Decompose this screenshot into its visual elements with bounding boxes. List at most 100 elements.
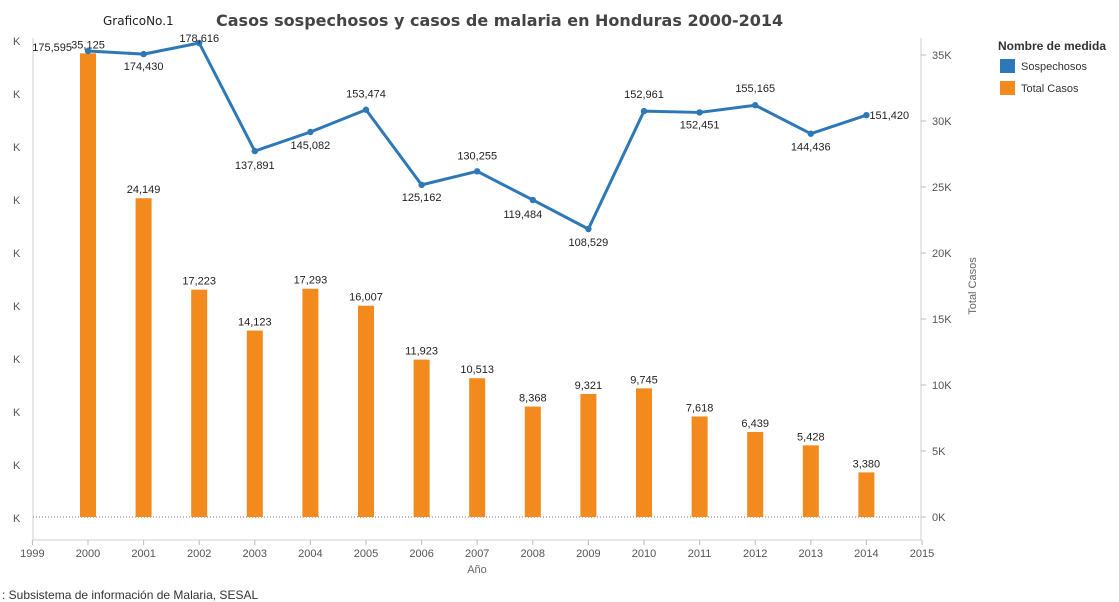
- right-tick-label: 15K: [932, 314, 952, 326]
- line-point-sospechosos: [418, 181, 425, 189]
- x-tick-label: 2013: [799, 548, 823, 560]
- bar-total-casos: [636, 388, 652, 517]
- line-series-sospechosos: [84, 39, 870, 233]
- x-tick-label: 2010: [632, 548, 656, 560]
- right-tick-label: 10K: [932, 380, 952, 392]
- line-value-label: 175,595: [32, 42, 72, 54]
- line-point-sospechosos: [585, 225, 592, 233]
- x-tick-label: 1999: [20, 548, 44, 560]
- right-axis-ticks: 0K 5K 10K 15K 20K 25K 30K 35K: [921, 50, 952, 524]
- bar-value-label: 6,439: [741, 418, 769, 430]
- chart-pre-title: GraficoNo.1: [103, 14, 174, 28]
- right-tick-label: 5K: [932, 446, 946, 458]
- bar-value-label: 11,923: [405, 346, 438, 358]
- right-axis-label: Total Casos: [967, 257, 979, 315]
- left-tick-label: K: [13, 142, 21, 154]
- x-tick-label: 2015: [910, 548, 934, 560]
- bar-value-label: 10,513: [460, 364, 494, 376]
- right-tick-label: 30K: [932, 116, 952, 128]
- line-value-label: 108,529: [569, 237, 609, 249]
- bar-total-casos: [858, 472, 875, 517]
- line-point-sospechosos: [474, 168, 481, 175]
- bar-data-labels: 35,125 24,149 17,223 14,123 17,293 16,007 11,9…: [71, 39, 880, 470]
- bar-total-casos: [747, 432, 764, 517]
- x-tick-label: 2012: [743, 548, 767, 560]
- left-tick-label: K: [13, 36, 21, 48]
- left-tick-label: K: [13, 513, 21, 525]
- line-point-sospechosos: [307, 128, 314, 136]
- x-tick-label: 2008: [521, 548, 545, 560]
- bar-series-total-casos: [80, 53, 875, 517]
- line-point-sospechosos: [140, 50, 147, 58]
- legend-swatch-total-casos: [1000, 81, 1015, 95]
- left-tick-label: K: [13, 460, 21, 472]
- x-tick-label: 2000: [76, 548, 100, 560]
- x-axis-ticks: 1999 2000 2001 2002 2003 2004 2005 2006 2007 2008…: [20, 540, 934, 560]
- x-tick-label: 2003: [243, 548, 267, 560]
- x-axis-label: Año: [467, 564, 487, 576]
- x-tick-label: 2014: [854, 548, 878, 560]
- bar-value-label: 16,007: [349, 292, 383, 304]
- line-point-sospechosos: [807, 130, 814, 137]
- bar-value-label: 9,321: [575, 380, 603, 392]
- line-value-label: 144,436: [791, 142, 831, 154]
- bar-value-label: 17,223: [182, 276, 216, 288]
- legend-swatch-sospechosos: [1000, 59, 1015, 73]
- right-tick-label: 35K: [932, 50, 952, 62]
- line-point-sospechosos: [863, 111, 870, 119]
- x-tick-label: 2006: [409, 548, 433, 560]
- x-tick-label: 2009: [576, 548, 600, 560]
- bar-value-label: 9,745: [630, 374, 658, 386]
- line-point-sospechosos: [529, 196, 536, 204]
- left-tick-label: K: [13, 89, 21, 101]
- x-tick-label: 2001: [131, 548, 155, 560]
- legend-title: Nombre de medida: [998, 39, 1106, 53]
- bar-total-casos: [580, 393, 597, 517]
- x-tick-label: 2007: [465, 548, 489, 560]
- line-point-sospechosos: [752, 102, 759, 109]
- x-tick-label: 2005: [354, 548, 378, 560]
- bar-total-casos: [802, 445, 819, 517]
- legend-label-total-casos: Total Casos: [1021, 83, 1079, 95]
- line-value-label: 145,082: [291, 140, 331, 152]
- bar-total-casos: [358, 305, 374, 517]
- left-tick-label: K: [13, 195, 21, 207]
- bar-total-casos: [469, 378, 486, 517]
- line-point-sospechosos: [640, 107, 648, 115]
- left-tick-label: K: [13, 301, 21, 313]
- bar-total-casos: [691, 416, 708, 517]
- line-value-label: 137,891: [235, 160, 275, 172]
- line-value-label: 125,162: [402, 192, 442, 204]
- bar-total-casos: [524, 406, 541, 517]
- line-value-label: 151,420: [869, 110, 909, 122]
- line-value-label: 153,474: [346, 89, 386, 101]
- x-tick-label: 2004: [298, 548, 322, 560]
- right-tick-label: 0K: [932, 512, 946, 524]
- line-point-sospechosos: [196, 39, 203, 47]
- bar-total-casos: [413, 359, 430, 517]
- left-tick-label: K: [13, 407, 21, 419]
- line-path-sospechosos: [87, 41, 867, 231]
- left-tick-label: K: [13, 248, 21, 260]
- bar-total-casos: [80, 53, 96, 517]
- bar-value-label: 8,368: [519, 393, 547, 405]
- right-tick-label: 25K: [932, 182, 952, 194]
- bar-total-casos: [135, 198, 152, 517]
- left-axis-ticks: K K K K K K K K K K: [13, 36, 21, 525]
- bar-total-casos: [191, 289, 208, 517]
- line-value-label: 152,961: [624, 89, 664, 101]
- line-value-label: 174,430: [124, 61, 164, 73]
- line-point-sospechosos: [696, 109, 703, 116]
- bar-value-label: 24,149: [127, 184, 161, 196]
- bar-total-casos: [246, 330, 263, 517]
- chart-title: Casos sospechosos y casos de malaria en …: [216, 11, 783, 30]
- line-point-sospechosos: [362, 106, 370, 113]
- source-note: : Subsistema de información de Malaria, …: [2, 588, 258, 602]
- left-tick-label: K: [13, 354, 21, 366]
- bar-value-label: 3,380: [853, 458, 881, 470]
- line-point-sospechosos: [251, 147, 258, 155]
- x-tick-label: 2002: [187, 548, 211, 560]
- line-value-label: 130,255: [457, 150, 497, 162]
- right-tick-label: 20K: [932, 248, 952, 260]
